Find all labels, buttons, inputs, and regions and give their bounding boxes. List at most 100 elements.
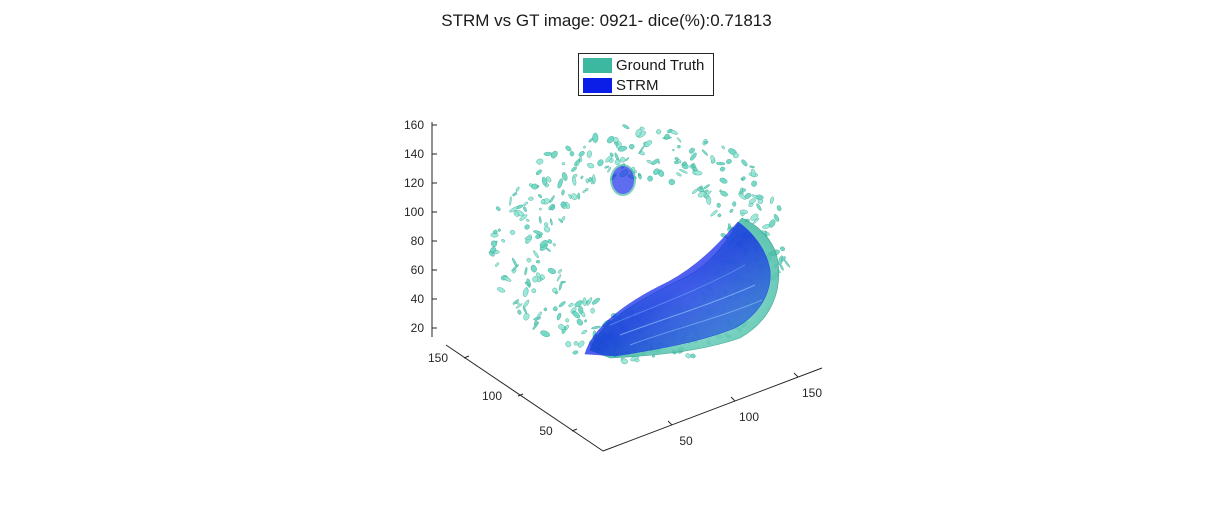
ground-truth-speckle (561, 162, 566, 166)
ground-truth-speckle (607, 166, 612, 173)
ground-truth-speckle (571, 166, 577, 172)
ground-truth-speckle (561, 189, 565, 196)
ground-truth-speckle (717, 213, 722, 218)
ground-truth-speckle (543, 226, 551, 233)
ground-truth-speckle (677, 145, 681, 149)
ground-truth-speckle (558, 301, 566, 308)
ground-truth-speckle (509, 206, 519, 213)
ground-truth-speckle (528, 196, 534, 201)
ground-truth-speckle (580, 175, 584, 180)
ground-truth-speckle (769, 196, 774, 204)
ground-truth-speckle (496, 287, 506, 293)
ground-truth-speckle (523, 201, 529, 206)
z-ticks: 20 40 60 80 100 120 140 160 (404, 118, 437, 335)
ground-truth-speckle (524, 236, 533, 241)
z-tick-label: 40 (411, 292, 425, 306)
ground-truth-speckle (592, 174, 596, 185)
ground-truth-speckle (716, 202, 721, 208)
ground-truth-speckle (572, 310, 581, 319)
ground-truth-speckle (613, 137, 619, 143)
x-tick-label: 100 (739, 410, 759, 424)
ground-truth-speckle (532, 276, 539, 283)
ground-truth-speckle (582, 297, 587, 307)
y-tick (517, 393, 524, 397)
ground-truth-speckle (501, 239, 506, 243)
y-tick (463, 355, 470, 359)
ground-truth-speckle (622, 124, 630, 130)
ground-truth-speckle (704, 190, 712, 198)
ground-truth-speckle (679, 169, 688, 174)
ground-truth-speckle (719, 189, 722, 192)
y-axis-line (445, 344, 604, 452)
ground-truth-speckle (692, 170, 703, 176)
ground-truth-speckle (690, 152, 697, 161)
ground-truth-speckle (523, 206, 527, 212)
ground-truth-speckle (524, 281, 531, 287)
legend-swatch-ground-truth (583, 57, 612, 73)
ground-truth-speckle (509, 229, 516, 235)
ground-truth-speckle (584, 319, 588, 323)
x-tick (667, 420, 673, 426)
ground-truth-speckle (729, 208, 734, 213)
ground-truth-speckle (547, 268, 557, 274)
ground-truth-speckle (651, 354, 656, 358)
ground-truth-speckle (573, 341, 579, 346)
ground-truth-speckle (739, 209, 749, 214)
ground-truth-speckle (672, 149, 675, 152)
ground-truth-speckle (539, 240, 548, 248)
ground-truth-speckle (781, 256, 786, 262)
z-tick-label: 160 (404, 118, 424, 132)
ground-truth-speckle (513, 211, 520, 217)
ground-truth-speckle (512, 192, 518, 197)
ground-truth-speckle (586, 297, 593, 306)
ground-truth-speckle (756, 203, 762, 211)
ground-truth-speckle (544, 222, 549, 227)
ground-truth-speckle (538, 216, 542, 224)
ground-truth-speckle (539, 207, 542, 211)
ground-truth-speckle (558, 324, 566, 331)
ground-truth-speckle (676, 172, 682, 177)
ground-truth-speckle (677, 159, 682, 164)
ground-truth-speckle (532, 321, 539, 330)
ground-truth-speckle (751, 180, 757, 187)
ground-truth-speckle (547, 239, 553, 244)
ground-truth-speckle (552, 243, 556, 247)
y-ticks: 50 100 150 (428, 351, 578, 438)
ground-truth-speckle (495, 206, 501, 211)
ground-truth-speckle (721, 145, 725, 150)
ground-truth-speckle (637, 173, 642, 177)
ground-truth-speckle (617, 145, 628, 152)
ground-truth-speckle (681, 161, 687, 166)
ground-truth-speckle (565, 318, 570, 323)
ground-truth-speckle (560, 201, 566, 208)
ground-truth-speckle (523, 313, 530, 321)
ground-truth-speckle (703, 184, 710, 190)
legend[interactable]: Ground Truth STRM (578, 53, 714, 96)
ground-truth-speckle (515, 186, 520, 192)
strm-striation (629, 299, 763, 346)
ground-truth-speckle (773, 214, 780, 222)
ground-truth-speckle (561, 216, 566, 222)
ground-truth-speckle (741, 188, 746, 192)
ground-truth-speckle (776, 205, 782, 212)
ground-truth-speckle (783, 259, 791, 268)
ground-truth-speckle (651, 158, 660, 165)
ground-truth-speckle (740, 177, 744, 181)
ground-truth-speckle (656, 129, 662, 135)
ground-truth-speckle (577, 192, 581, 200)
ground-truth-speckle (667, 128, 673, 134)
ground-truth-speckle (592, 132, 599, 143)
ground-truth-speckle (768, 219, 776, 228)
ground-truth-speckle (543, 307, 548, 312)
ground-truth-speckle (550, 205, 556, 211)
ground-truth-speckle (757, 198, 764, 204)
ground-truth-speckle (535, 260, 541, 264)
ground-truth-speckle (591, 325, 601, 330)
ground-truth-speckle (692, 162, 696, 169)
ground-truth-speckle (512, 299, 520, 305)
chart-title: STRM vs GT image: 0921- dice(%):0.71813 (441, 11, 772, 30)
ground-truth-speckle (576, 160, 580, 167)
ground-truth-speckle (555, 291, 559, 295)
ground-truth-speckle (703, 141, 709, 144)
